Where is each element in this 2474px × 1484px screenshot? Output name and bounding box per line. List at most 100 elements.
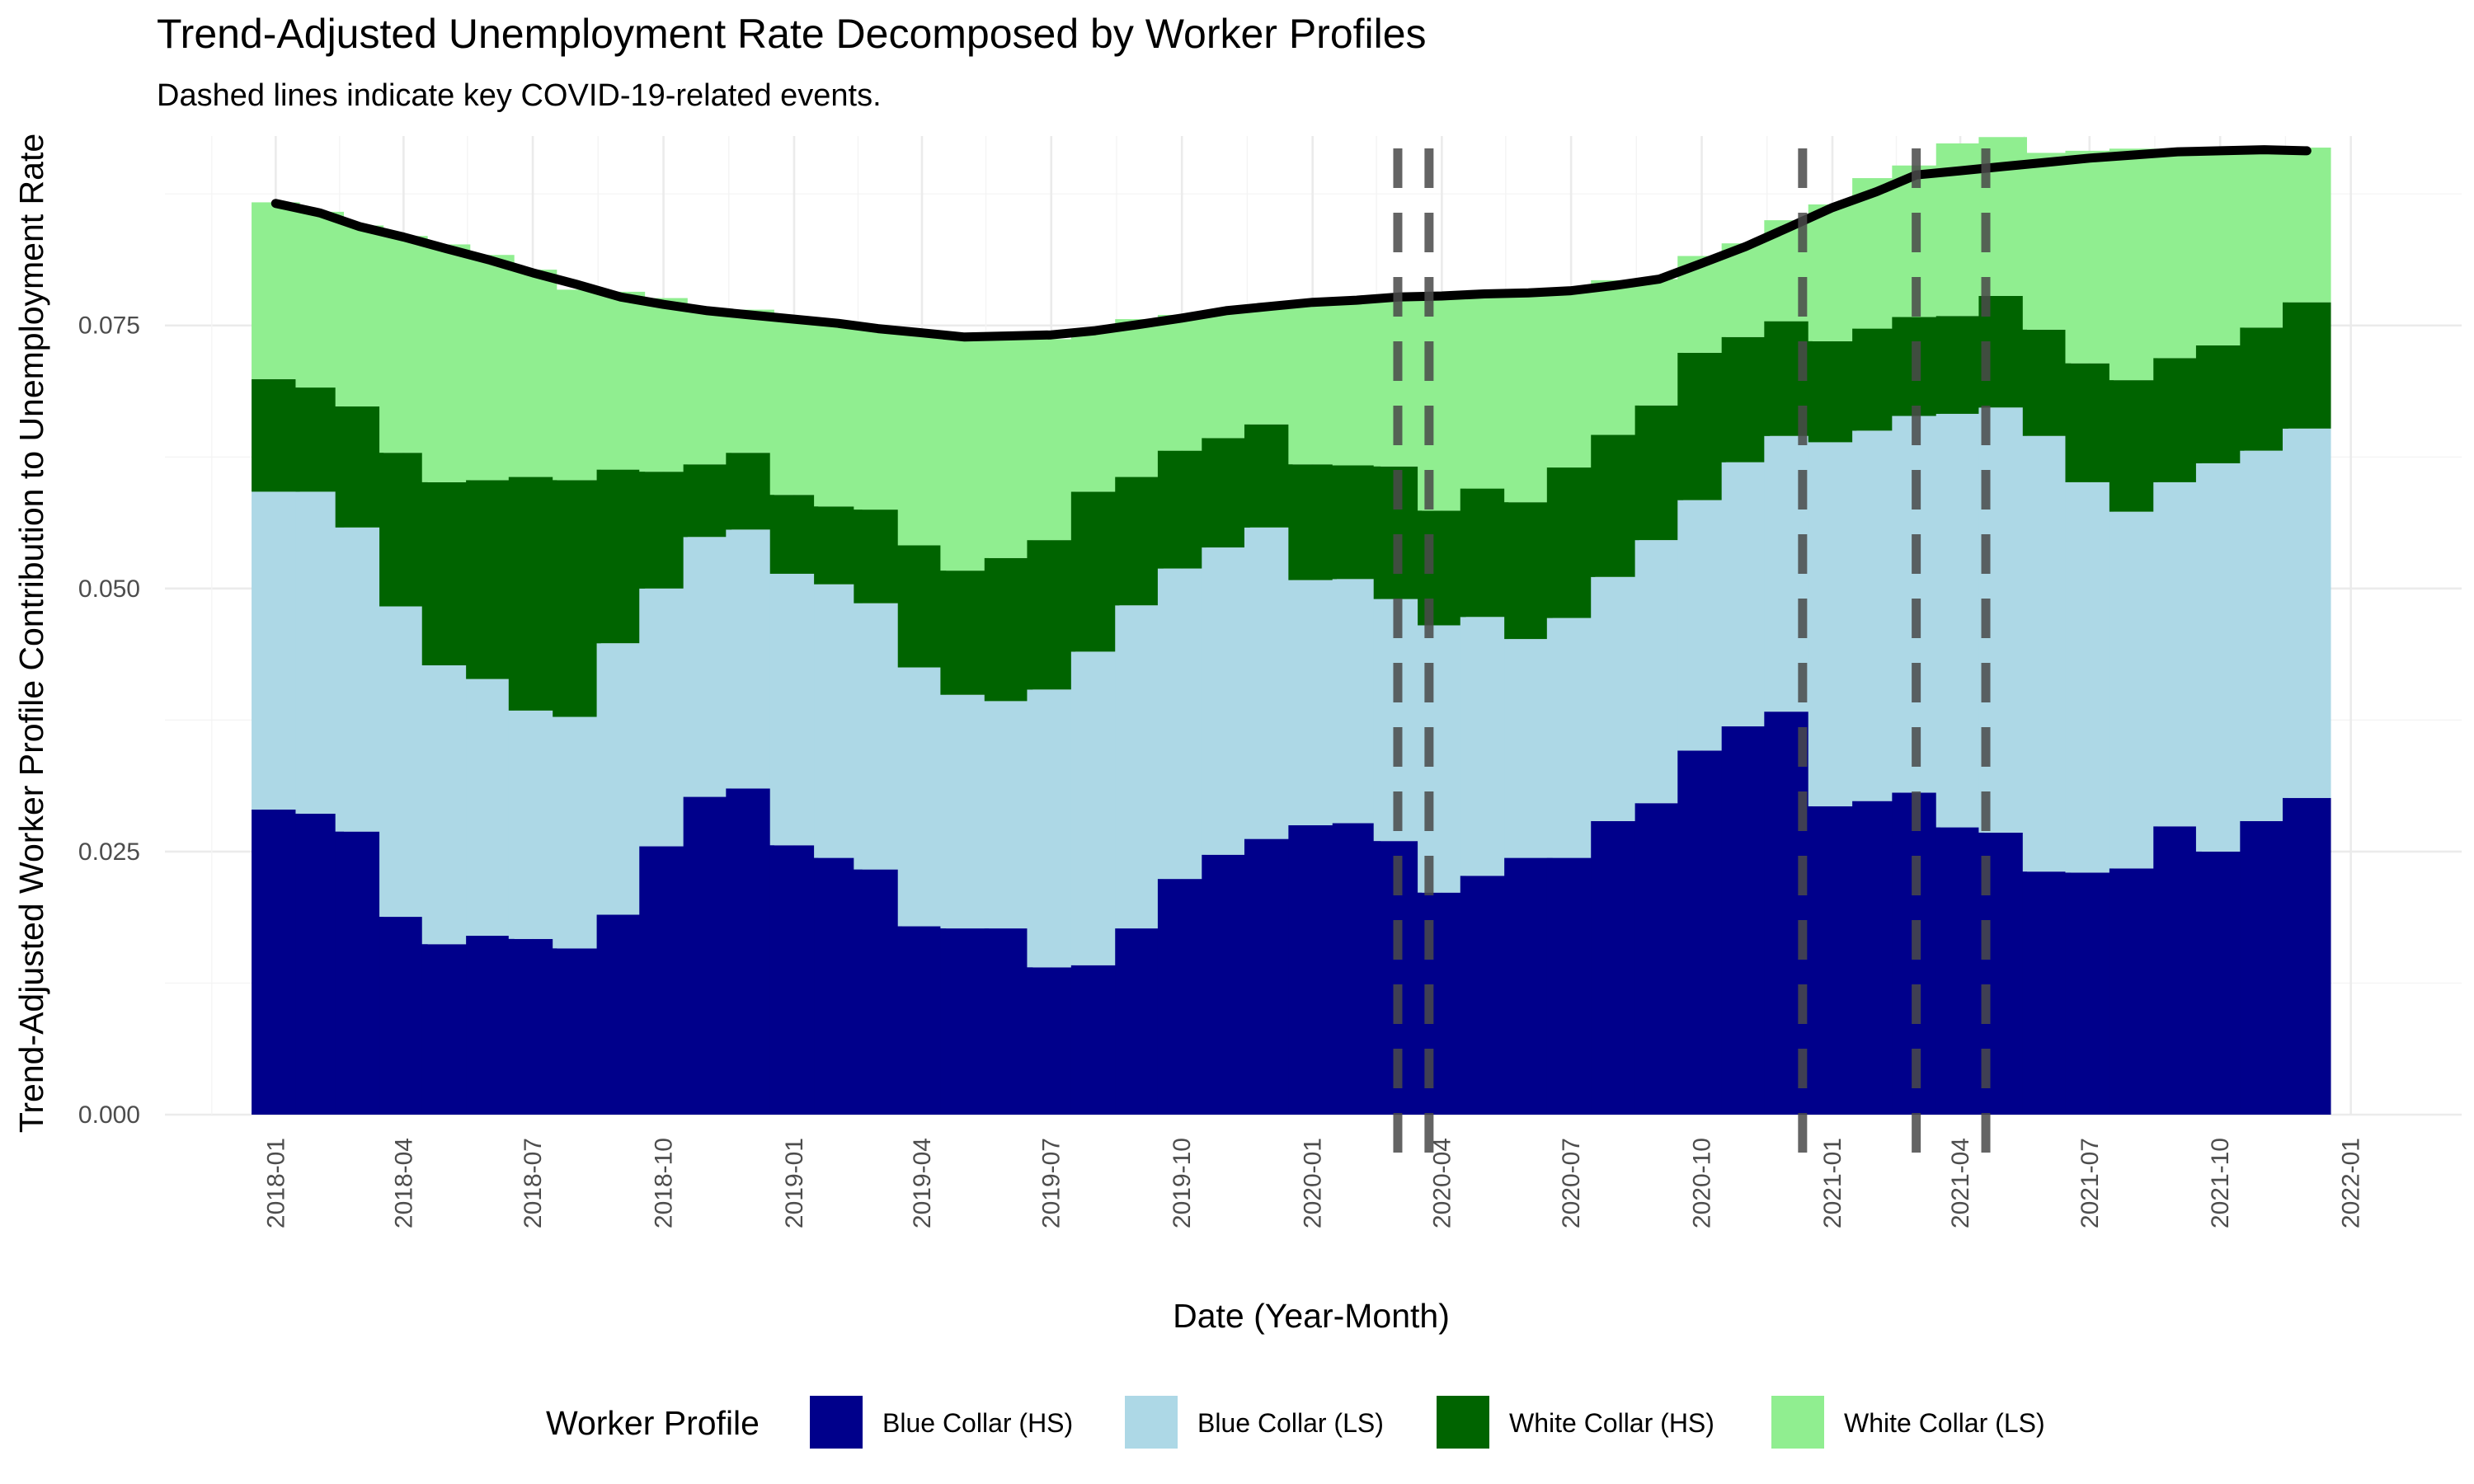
bar-white-collar-ls-2018-11 xyxy=(683,310,732,465)
legend: Worker Profile Blue Collar (HS) Blue Col… xyxy=(546,1396,2045,1449)
bar-blue-collar-ls-2020-08 xyxy=(1591,576,1639,821)
bar-blue-collar-ls-2021-11 xyxy=(2240,450,2288,821)
bar-white-collar-ls-2020-09 xyxy=(1634,279,1684,406)
bar-white-collar-hs-2018-12 xyxy=(726,453,774,530)
bar-blue-collar-ls-2019-05 xyxy=(940,694,989,929)
x-tick-label: 2018-04 xyxy=(390,1138,417,1228)
bar-blue-collar-ls-2020-07 xyxy=(1546,618,1596,858)
bar-white-collar-ls-2019-10 xyxy=(1157,314,1206,451)
bar-white-collar-hs-2019-11 xyxy=(1202,438,1250,548)
bar-white-collar-hs-2018-03 xyxy=(335,406,384,528)
legend-swatch-blue-collar-hs xyxy=(810,1396,863,1449)
bar-blue-collar-ls-2020-01 xyxy=(1288,580,1337,826)
bar-white-collar-hs-2020-09 xyxy=(1634,405,1684,541)
bar-white-collar-ls-2018-05 xyxy=(421,244,471,482)
legend-label-white-collar-hs: White Collar (HS) xyxy=(1509,1408,1714,1438)
bar-blue-collar-hs-2020-05 xyxy=(1460,876,1509,1115)
total-line-layer xyxy=(270,145,2312,342)
legend-label-white-collar-ls: White Collar (LS) xyxy=(1844,1408,2045,1438)
bar-blue-collar-ls-2018-04 xyxy=(379,606,428,918)
bar-blue-collar-hs-2021-01 xyxy=(1808,806,1857,1115)
bar-white-collar-hs-2018-01 xyxy=(252,378,300,492)
bar-white-collar-ls-2020-06 xyxy=(1504,296,1553,503)
bar-white-collar-hs-2019-08 xyxy=(1070,491,1120,652)
bar-white-collar-ls-2019-07 xyxy=(1027,339,1076,541)
bar-blue-collar-ls-2020-09 xyxy=(1634,540,1684,804)
bar-blue-collar-hs-2019-10 xyxy=(1157,879,1206,1115)
bar-white-collar-hs-2021-08 xyxy=(2109,380,2158,512)
bar-blue-collar-ls-2019-03 xyxy=(854,603,902,870)
x-axis-title: Date (Year-Month) xyxy=(1173,1297,1450,1335)
bar-blue-collar-hs-2018-12 xyxy=(726,788,774,1115)
bar-white-collar-hs-2019-10 xyxy=(1157,450,1206,569)
x-axis-ticks: 2018-01 2018-04 2018-07 2018-10 2019-01 2019-… xyxy=(262,1138,2364,1228)
bar-white-collar-hs-2021-04 xyxy=(1935,316,1985,414)
y-tick-label: 0.025 xyxy=(78,838,140,866)
bar-white-collar-hs-2021-11 xyxy=(2240,327,2288,451)
bar-white-collar-ls-2021-06 xyxy=(2022,153,2072,330)
bar-blue-collar-hs-2020-06 xyxy=(1504,857,1553,1115)
bar-blue-collar-hs-2018-05 xyxy=(421,944,471,1115)
bar-blue-collar-hs-2018-11 xyxy=(683,796,732,1115)
bar-white-collar-ls-2020-01 xyxy=(1288,301,1337,465)
bar-blue-collar-hs-2021-07 xyxy=(2065,872,2114,1115)
bar-blue-collar-hs-2021-12 xyxy=(2282,797,2331,1115)
bar-blue-collar-ls-2019-11 xyxy=(1202,547,1250,855)
legend-swatch-white-collar-ls xyxy=(1771,1396,1824,1449)
legend-label-blue-collar-ls: Blue Collar (LS) xyxy=(1197,1408,1384,1438)
bar-white-collar-ls-2019-05 xyxy=(940,339,989,571)
bar-white-collar-ls-2019-11 xyxy=(1202,312,1250,439)
y-axis-title: Trend-Adjusted Worker Profile Contributi… xyxy=(12,134,50,1133)
bar-blue-collar-ls-2019-08 xyxy=(1070,651,1120,965)
bar-white-collar-ls-2018-09 xyxy=(596,291,646,470)
bar-white-collar-hs-2021-10 xyxy=(2195,345,2245,463)
bar-white-collar-ls-2020-02 xyxy=(1332,297,1381,466)
bar-white-collar-hs-2018-04 xyxy=(379,453,428,607)
y-tick-label: 0.000 xyxy=(78,1101,140,1129)
legend-title: Worker Profile xyxy=(546,1404,760,1442)
bar-white-collar-ls-2019-12 xyxy=(1244,308,1293,425)
bar-blue-collar-hs-2020-01 xyxy=(1288,825,1337,1115)
bar-blue-collar-hs-2019-06 xyxy=(984,928,1033,1115)
x-tick-label: 2021-10 xyxy=(2207,1138,2234,1228)
bar-blue-collar-ls-2020-10 xyxy=(1677,500,1726,751)
bar-blue-collar-hs-2020-09 xyxy=(1634,803,1684,1115)
bar-blue-collar-ls-2021-08 xyxy=(2109,511,2158,869)
bar-blue-collar-hs-2021-11 xyxy=(2240,820,2288,1115)
bar-blue-collar-hs-2019-01 xyxy=(769,845,819,1115)
bar-blue-collar-hs-2021-04 xyxy=(1935,827,1985,1115)
total-unemployment-line xyxy=(270,145,2312,342)
bar-blue-collar-ls-2019-09 xyxy=(1115,605,1164,929)
bar-blue-collar-hs-2019-03 xyxy=(854,869,902,1115)
y-tick-label: 0.050 xyxy=(78,575,140,603)
legend-label-blue-collar-hs: Blue Collar (HS) xyxy=(882,1408,1073,1438)
bar-white-collar-ls-2019-06 xyxy=(984,339,1033,558)
bar-blue-collar-hs-2019-12 xyxy=(1244,838,1293,1115)
x-tick-label: 2018-07 xyxy=(520,1138,547,1228)
bar-white-collar-ls-2021-07 xyxy=(2065,150,2114,364)
bar-white-collar-hs-2020-07 xyxy=(1546,467,1596,618)
bar-white-collar-ls-2019-01 xyxy=(769,321,819,495)
bar-blue-collar-hs-2019-09 xyxy=(1115,928,1164,1115)
bar-blue-collar-ls-2019-12 xyxy=(1244,527,1293,839)
bar-white-collar-ls-2020-08 xyxy=(1591,279,1639,435)
bar-white-collar-hs-2021-12 xyxy=(2282,302,2331,429)
bar-white-collar-ls-2018-04 xyxy=(379,236,428,453)
bar-white-collar-ls-2020-07 xyxy=(1546,289,1596,468)
bar-blue-collar-hs-2019-08 xyxy=(1070,965,1120,1115)
bar-blue-collar-hs-2019-05 xyxy=(940,928,989,1115)
bar-white-collar-ls-2021-09 xyxy=(2153,149,2202,359)
x-tick-label: 2020-01 xyxy=(1300,1138,1327,1228)
bar-blue-collar-hs-2020-07 xyxy=(1546,857,1596,1115)
x-tick-label: 2019-04 xyxy=(909,1138,936,1228)
bar-blue-collar-hs-2019-07 xyxy=(1027,967,1076,1115)
bar-blue-collar-ls-2021-06 xyxy=(2022,435,2072,872)
bar-white-collar-hs-2020-11 xyxy=(1721,336,1771,463)
bar-blue-collar-ls-2018-10 xyxy=(639,588,688,847)
bar-blue-collar-ls-2018-09 xyxy=(596,643,646,915)
bar-white-collar-ls-2019-08 xyxy=(1070,331,1120,492)
bar-blue-collar-hs-2020-10 xyxy=(1677,750,1726,1115)
bar-blue-collar-ls-2018-06 xyxy=(466,679,515,937)
x-tick-label: 2018-01 xyxy=(262,1138,289,1228)
